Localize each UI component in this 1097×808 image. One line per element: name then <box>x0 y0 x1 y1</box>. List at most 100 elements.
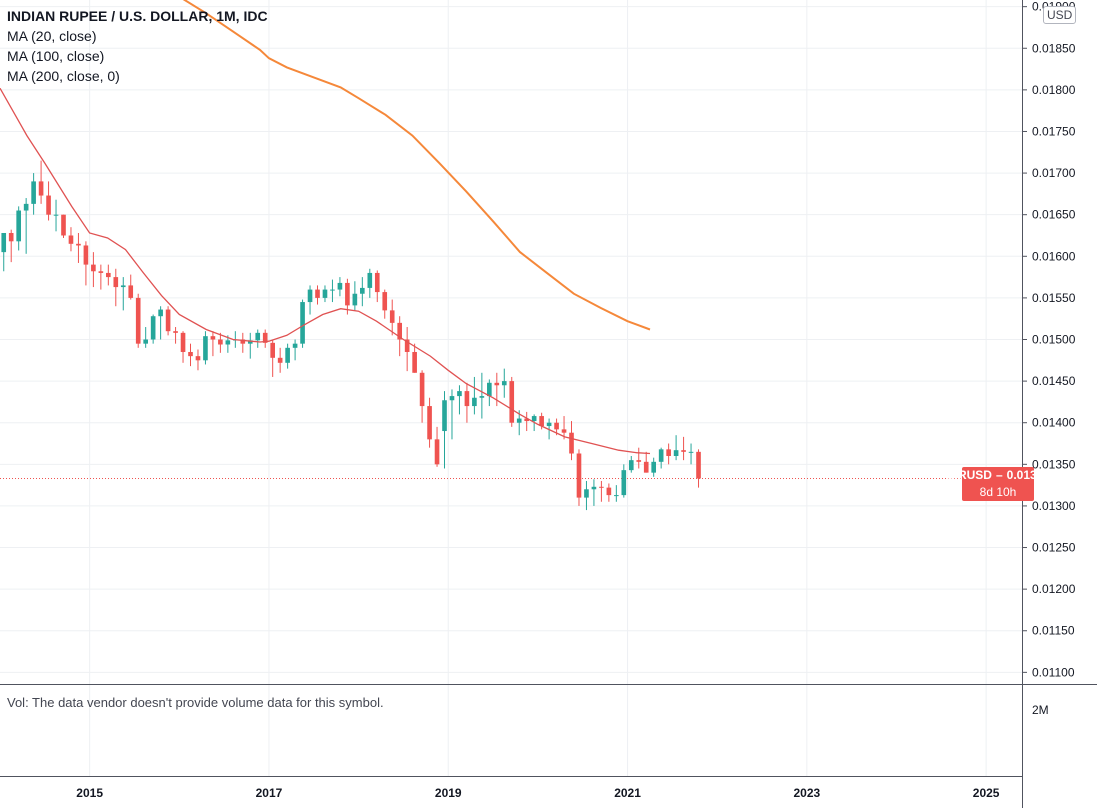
volume-axis-label: 2M <box>1032 703 1049 717</box>
candle-body <box>651 461 657 473</box>
indicator-ma-100[interactable]: MA (100, close) <box>7 48 105 64</box>
x-axis-labels[interactable]: 2015 2017 2019 2021 2023 2025 <box>76 786 1000 800</box>
candle-body <box>16 210 21 242</box>
candle-body <box>606 487 612 496</box>
candles <box>1 160 701 511</box>
candle-body <box>636 460 642 462</box>
candle-body <box>434 439 440 465</box>
candle-body <box>158 309 163 317</box>
y-axis-labels[interactable]: 0.019000.018500.018000.017500.017000.016… <box>1022 0 1076 717</box>
candle-body <box>218 339 223 345</box>
y-tick-label: 0.01350 <box>1032 457 1076 471</box>
x-tick-label: 2021 <box>614 786 641 800</box>
candle-body <box>374 272 380 293</box>
chart-legend: INDIAN RUPEE / U.S. DOLLAR, 1M, IDC MA (… <box>7 6 268 86</box>
candle-body <box>46 195 51 215</box>
candle-body <box>277 357 283 363</box>
candle-body <box>501 381 507 386</box>
indicator-ma-20[interactable]: MA (20, close) <box>7 28 97 44</box>
candle-body <box>367 272 373 288</box>
candle-body <box>68 235 74 244</box>
candle-body <box>554 422 559 430</box>
y-tick-label: 0.01250 <box>1032 541 1076 555</box>
x-tick-label: 2025 <box>973 786 1000 800</box>
candle-body <box>180 332 186 352</box>
candle-body <box>128 285 134 298</box>
candle-body <box>591 486 597 490</box>
candle-body <box>31 181 36 204</box>
candle-body <box>247 340 253 344</box>
candle-body <box>143 339 148 344</box>
candle-body <box>315 289 320 298</box>
candle-body <box>225 340 231 345</box>
candle-body <box>270 342 275 358</box>
chart-grid <box>0 0 1022 776</box>
candle-body <box>494 382 500 386</box>
candle-body <box>464 391 470 407</box>
y-tick-label: 0.01650 <box>1032 208 1076 222</box>
candle-body <box>203 336 208 361</box>
y-tick-label: 0.01700 <box>1032 166 1076 180</box>
indicator-ma-200[interactable]: MA (200, close, 0) <box>7 68 120 84</box>
candle-body <box>113 277 119 288</box>
candle-body <box>165 309 171 332</box>
candle-body <box>195 356 201 361</box>
ma-20-line <box>0 87 651 455</box>
candle-body <box>330 289 335 291</box>
candle-body <box>91 264 96 272</box>
candle-body <box>8 232 14 242</box>
candle-body <box>285 347 290 363</box>
candle-body <box>300 302 305 344</box>
y-tick-label: 0.01600 <box>1032 249 1076 263</box>
candle-body <box>382 292 388 311</box>
candle-body <box>210 336 216 340</box>
candle-body <box>561 429 567 433</box>
candle-body <box>628 460 634 471</box>
candle-body <box>643 461 649 473</box>
candle-body <box>135 297 141 344</box>
y-tick-label: 0.01550 <box>1032 291 1076 305</box>
y-tick-label: 0.01300 <box>1032 499 1076 513</box>
candle-body <box>360 287 365 294</box>
candle-body <box>516 418 522 423</box>
last-price-value: 0.01333 <box>1006 468 1051 482</box>
candle-body <box>23 203 29 211</box>
candle-body <box>307 289 313 303</box>
candle-body <box>38 181 44 196</box>
y-tick-label: 0.01500 <box>1032 333 1076 347</box>
symbol-title[interactable]: INDIAN RUPEE / U.S. DOLLAR, 1M, IDC <box>7 8 268 24</box>
candle-body <box>696 451 701 479</box>
candle-body <box>569 432 574 454</box>
y-tick-label: 0.01400 <box>1032 416 1076 430</box>
candle-body <box>524 418 530 422</box>
candle-body <box>584 489 589 498</box>
candle-body <box>427 406 432 440</box>
candle-body <box>457 391 462 397</box>
candle-body <box>576 453 582 498</box>
candle-body <box>531 416 537 422</box>
candle-body <box>681 450 686 452</box>
candle-body <box>666 449 671 456</box>
y-tick-label: 0.01750 <box>1032 124 1076 138</box>
volume-note: Vol: The data vendor doesn't provide vol… <box>7 695 384 710</box>
candle-body <box>76 243 81 246</box>
candle-body <box>345 282 350 306</box>
candle-body <box>150 316 156 340</box>
candle-body <box>412 351 417 373</box>
candle-body <box>419 372 425 407</box>
candle-body <box>658 449 664 462</box>
candle-body <box>397 322 403 340</box>
candle-body <box>98 271 104 273</box>
candle-body <box>389 310 395 323</box>
candle-body <box>292 343 298 348</box>
y-tick-label: 0.01800 <box>1032 83 1076 97</box>
last-price-label: INRUSD – 0.01333 8d 10h <box>946 467 1050 501</box>
currency-badge[interactable]: USD <box>1043 6 1077 24</box>
candle-body <box>240 339 246 344</box>
x-tick-label: 2023 <box>793 786 820 800</box>
candle-body <box>337 282 343 290</box>
candle-body <box>621 470 627 496</box>
candle-body <box>262 332 268 343</box>
candle-body <box>1 232 7 253</box>
